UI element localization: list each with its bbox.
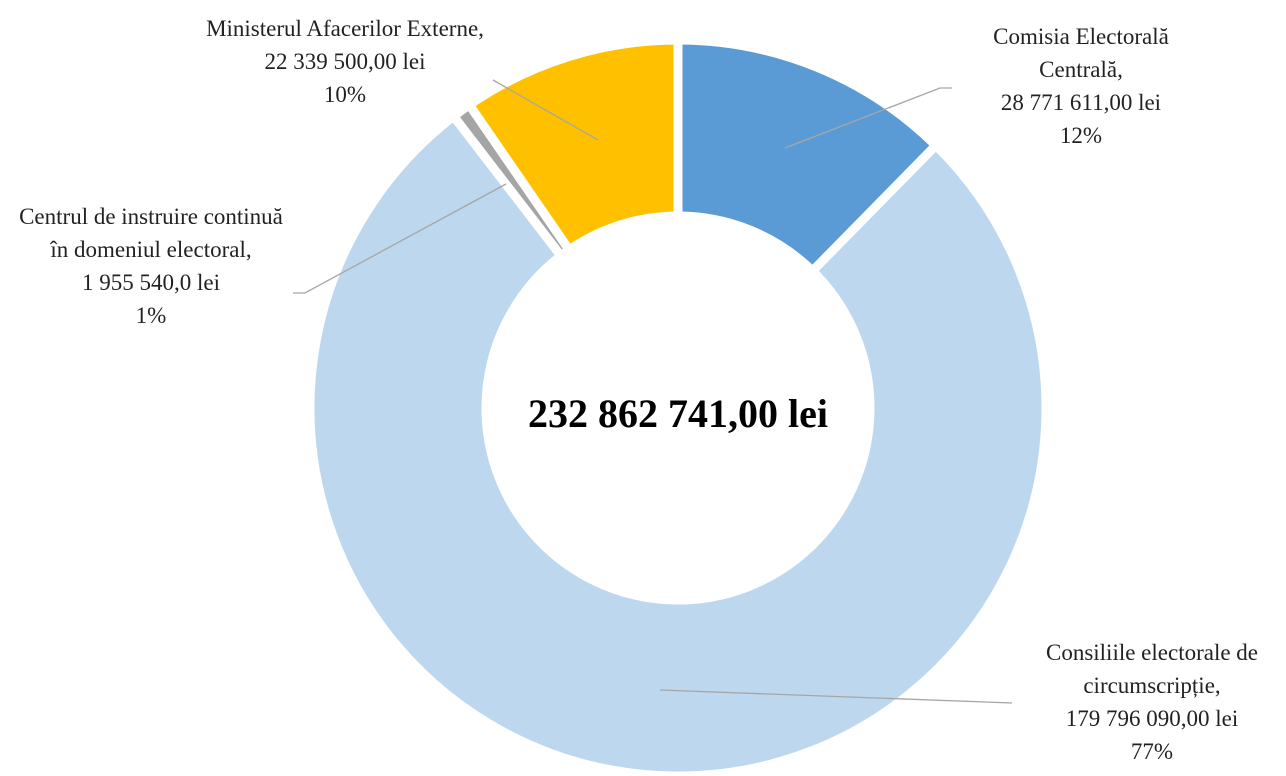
leader-line bbox=[659, 689, 1013, 704]
leader-line bbox=[784, 87, 952, 149]
donut-slice bbox=[463, 35, 683, 257]
percent-label: 77% bbox=[1130, 739, 1174, 764]
leader-line bbox=[492, 79, 599, 141]
percent-label: 10% bbox=[323, 82, 367, 107]
data-label: Ministerul Afacerilor Externe, 22 339 500… bbox=[200, 12, 490, 111]
slices bbox=[305, 35, 1051, 776]
value-label: 179 796 090,00 lei bbox=[1065, 706, 1239, 731]
value-label: 28 771 611,00 lei bbox=[1000, 90, 1162, 115]
donut-slice bbox=[673, 35, 943, 278]
leader-line bbox=[293, 183, 507, 294]
donut-slice bbox=[305, 109, 1051, 776]
category-label: Centrul de instruire continuă în domeniu… bbox=[19, 204, 283, 262]
data-label: Comisia Electorală Centrală, 28 771 611,0… bbox=[950, 20, 1212, 152]
category-label: Ministerul Afacerilor Externe, bbox=[206, 16, 484, 41]
value-label: 22 339 500,00 lei bbox=[264, 49, 426, 74]
data-label: Consiliile electorale de circumscripție,… bbox=[1018, 636, 1286, 768]
data-label: Centrul de instruire continuă în domeniu… bbox=[10, 200, 292, 332]
center-label: 232 862 741,00 lei bbox=[528, 391, 828, 436]
category-label: Comisia Electorală Centrală, bbox=[993, 24, 1169, 82]
value-label: 1 955 540,0 lei bbox=[82, 270, 220, 295]
percent-label: 1% bbox=[135, 303, 167, 328]
percent-label: 12% bbox=[1059, 123, 1103, 148]
category-label: Consiliile electorale de circumscripție, bbox=[1045, 640, 1259, 698]
